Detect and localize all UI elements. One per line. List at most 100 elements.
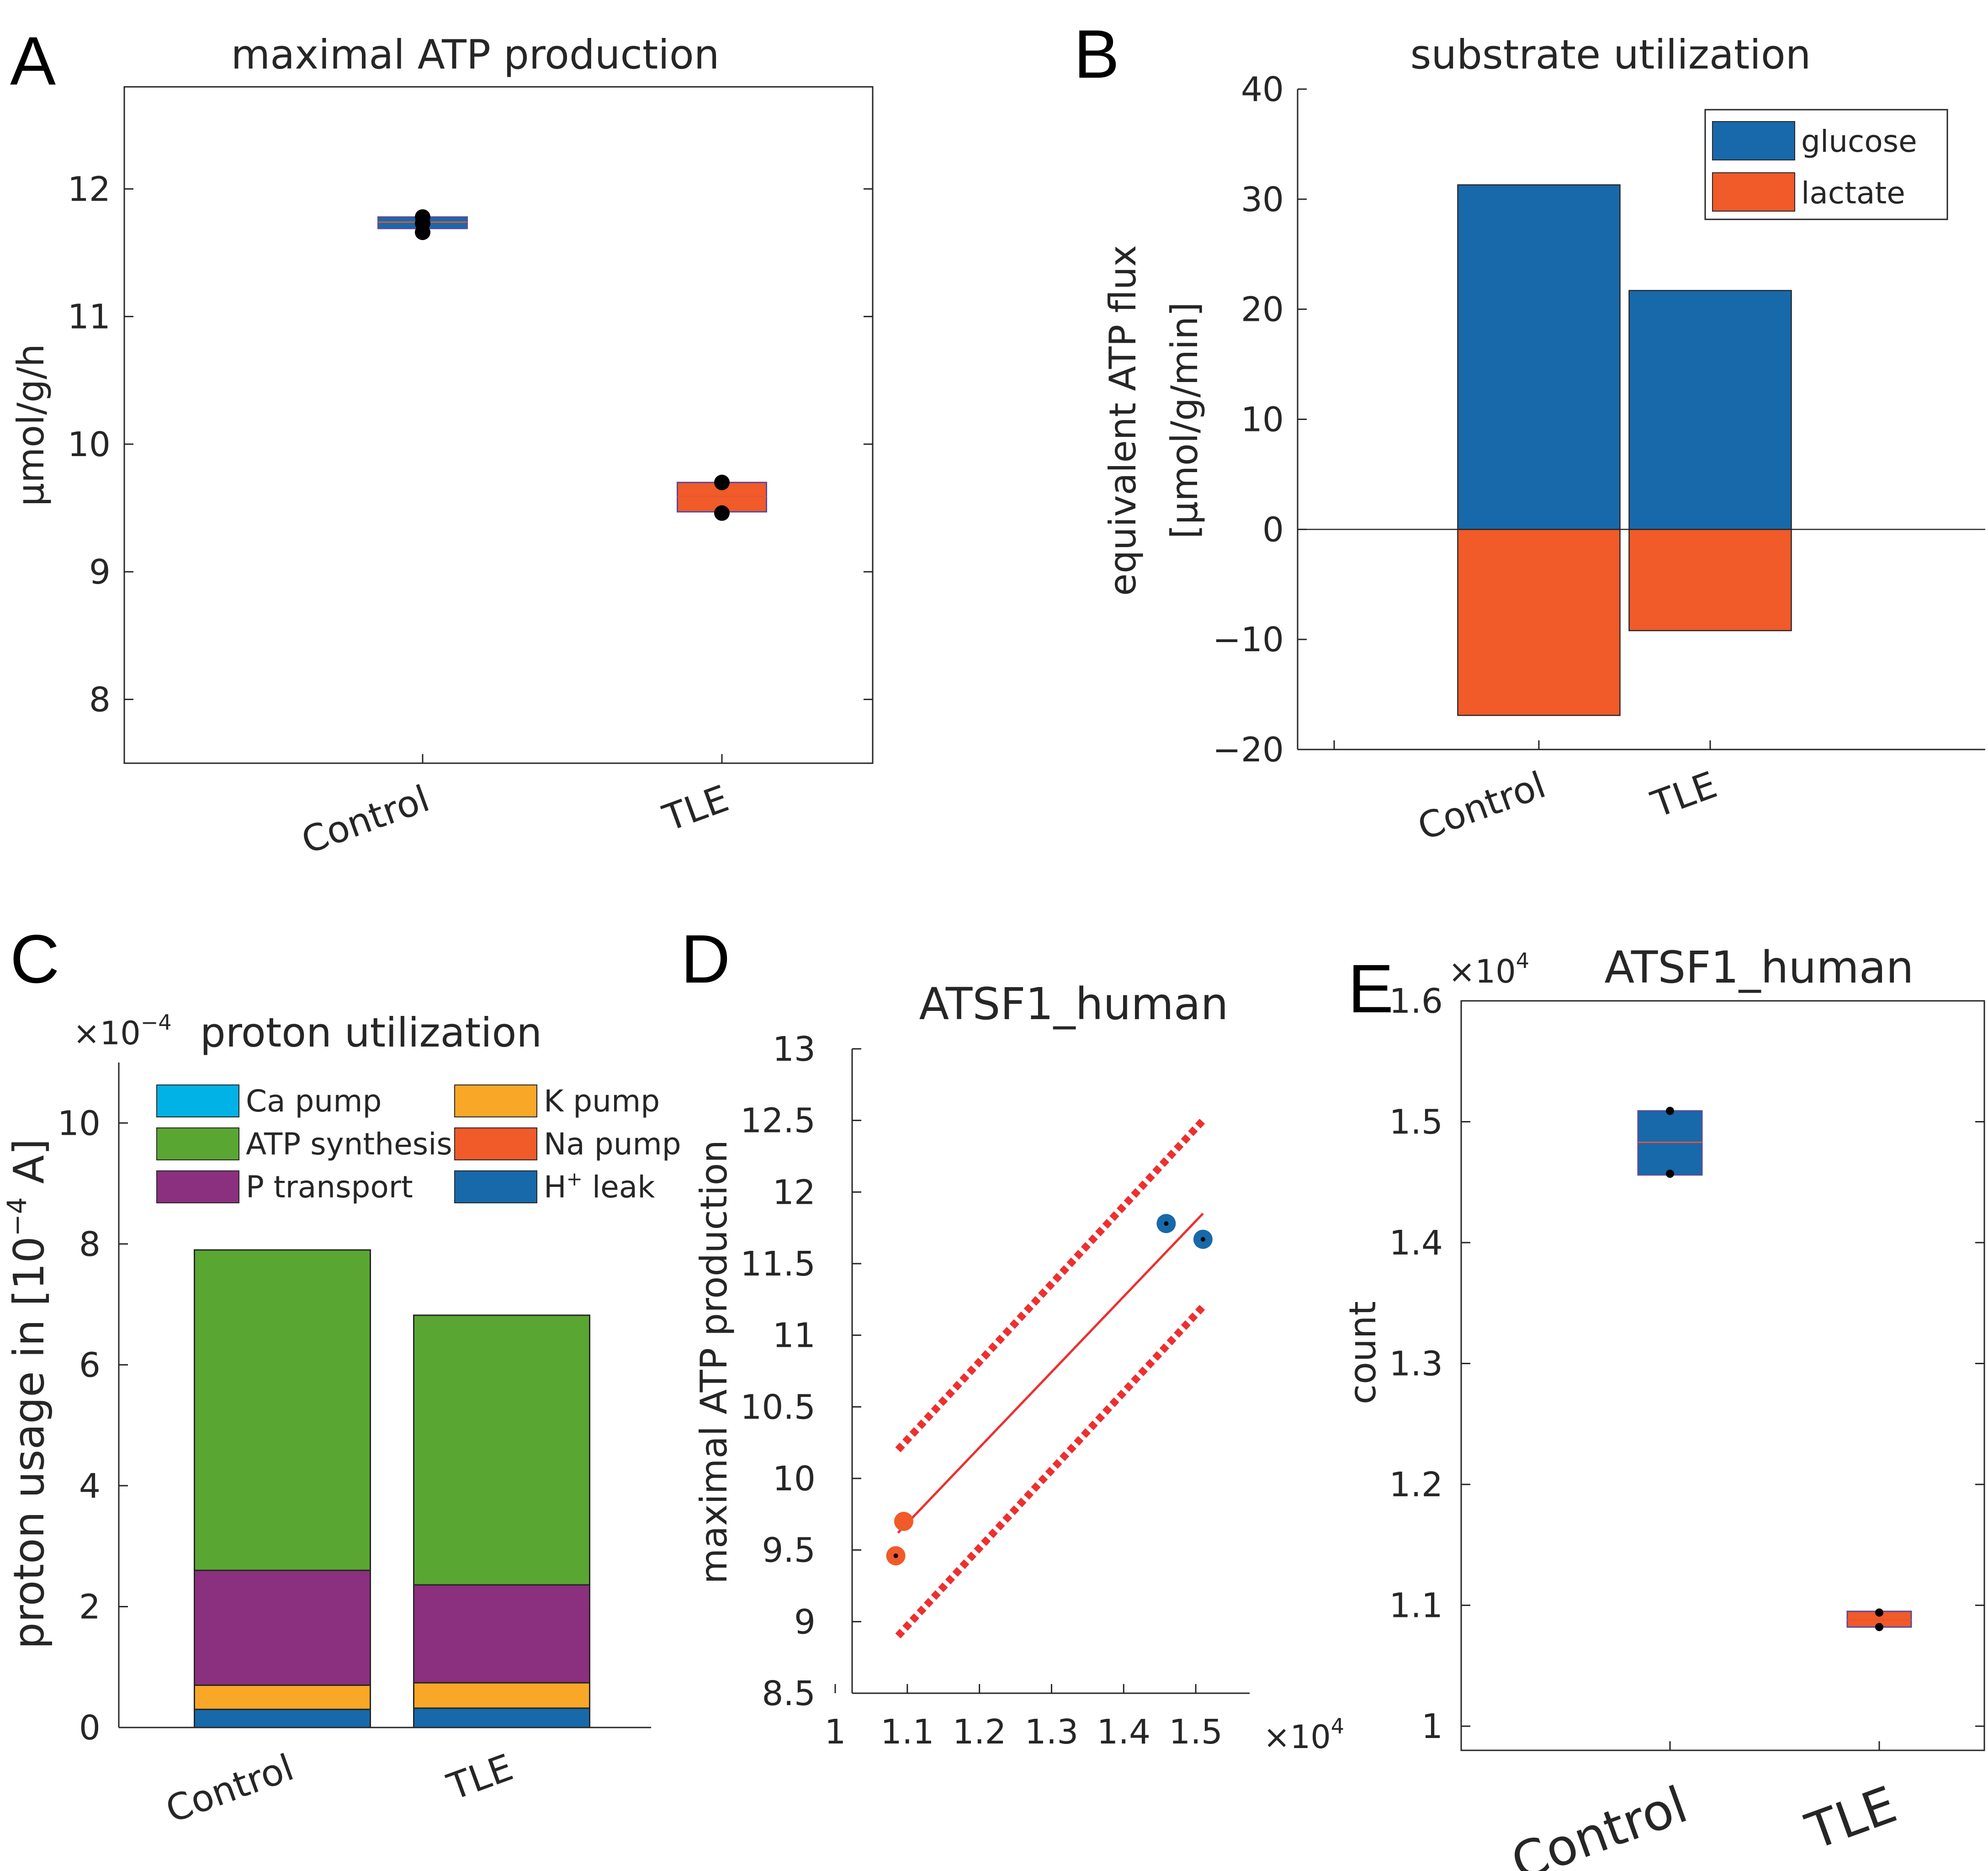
panel-d-title: ATSF1_human — [919, 978, 1229, 1030]
d-xtick-label: 1 — [824, 1712, 846, 1752]
b-ytick-label: −10 — [1213, 620, 1284, 659]
d-ci-upper — [895, 1118, 1206, 1452]
e-ytick-label: 1.5 — [1389, 1103, 1443, 1142]
panel-label-e: E — [1348, 950, 1394, 1027]
b-ytick-label: −20 — [1213, 730, 1284, 770]
d-point-center — [1200, 1237, 1205, 1242]
e-point — [1666, 1106, 1674, 1115]
d-xtick-label: 1.2 — [953, 1712, 1007, 1752]
b-ytick-label: 10 — [1241, 400, 1284, 440]
c-bar-segment-control — [194, 1249, 371, 1571]
c-bar-segment-control — [194, 1684, 371, 1710]
legend-label-lactate: lactate — [1801, 175, 1905, 211]
d-ytick-label: 10.5 — [740, 1387, 816, 1427]
c-ytick-label: 10 — [58, 1104, 101, 1143]
legend-label-ca-pump: Ca pump — [246, 1084, 382, 1119]
legend-label-h-leak: H+ leak — [544, 1168, 655, 1205]
panel-a-chart: maximal ATP production µmol/g/h 8 9 10 11 12… — [10, 31, 874, 862]
panel-label-c: C — [10, 920, 59, 997]
a-ytick-label: 9 — [89, 553, 111, 592]
c-bar-segment-tle — [413, 1584, 590, 1684]
d-xtick-label: 1.4 — [1097, 1712, 1150, 1752]
c-bar-segment-tle — [413, 1682, 590, 1709]
b-ytick-label: 40 — [1241, 70, 1284, 109]
panel-c-title: proton utilization — [200, 1009, 542, 1056]
panel-a-title: maximal ATP production — [231, 31, 720, 78]
panel-label-a: A — [10, 22, 56, 99]
d-fit-line — [897, 1212, 1204, 1534]
e-ytick-label: 1.6 — [1389, 982, 1443, 1021]
panel-d-chart: ATSF1_human maximal ATP production ×104 … — [693, 978, 1344, 1756]
panel-c-ylabel: proton usage in [10−4 A] — [1, 1139, 53, 1649]
panel-label-b: B — [1074, 16, 1119, 92]
e-ytick-label: 1 — [1421, 1707, 1443, 1746]
legend-swatch-atp-synthesis — [156, 1127, 239, 1160]
c-bar-segment-tle — [413, 1314, 590, 1586]
b-bar-lactate-control — [1457, 529, 1621, 716]
d-ytick-label: 9.5 — [762, 1531, 816, 1570]
legend-swatch-k-pump — [454, 1084, 537, 1117]
legend-swatch-na-pump — [454, 1127, 537, 1160]
panel-b-ylabel-line1: equivalent ATP flux — [1102, 245, 1144, 596]
b-bar-glucose-tle — [1628, 290, 1792, 530]
c-bar-segment-control — [194, 1708, 371, 1728]
c-bar-segment-control — [194, 1569, 371, 1686]
c-ytick-label: 0 — [79, 1708, 101, 1748]
e-point — [1875, 1623, 1883, 1632]
d-ytick-label: 12 — [773, 1173, 816, 1212]
legend-swatch-glucose — [1712, 121, 1795, 160]
d-ytick-label: 12.5 — [740, 1101, 816, 1141]
d-ci-lower — [895, 1304, 1206, 1639]
panel-e-axes — [1460, 1000, 1985, 1751]
c-xtick-label: TLE — [441, 1746, 518, 1808]
d-ytick-label: 11 — [773, 1316, 816, 1355]
d-xtick-label: 1.5 — [1169, 1712, 1223, 1752]
a-ytick-label: 12 — [68, 170, 111, 209]
legend-label-atp-synthesis: ATP synthesis — [246, 1127, 452, 1162]
panel-b-chart: substrate utilization equivalent ATP flu… — [1102, 31, 1985, 849]
panel-b-ylabel-line2: [µmol/g/min] — [1163, 302, 1206, 539]
d-point — [894, 1512, 913, 1531]
b-bar-glucose-control — [1457, 184, 1621, 530]
d-ytick-label: 10 — [773, 1459, 816, 1499]
c-ytick-label: 2 — [79, 1587, 101, 1626]
d-point-center — [893, 1553, 898, 1558]
panel-e-ylabel: count — [1341, 1301, 1384, 1404]
e-point — [1875, 1608, 1883, 1617]
d-ytick-label: 9 — [794, 1602, 816, 1642]
d-xtick-label: 1.3 — [1025, 1712, 1079, 1752]
legend-swatch-p-transport — [156, 1170, 239, 1203]
d-ytick-label: 8.5 — [762, 1674, 816, 1713]
c-bar-segment-tle — [413, 1707, 590, 1728]
legend-label-k-pump: K pump — [544, 1084, 660, 1119]
a-point — [714, 505, 730, 521]
panel-b-title: substrate utilization — [1410, 31, 1811, 78]
a-ytick-label: 8 — [89, 680, 111, 719]
d-ytick-label: 11.5 — [740, 1244, 816, 1284]
panel-e-y-exponent: ×104 — [1448, 948, 1529, 990]
c-ytick-label: 8 — [79, 1225, 101, 1264]
panel-label-d: D — [681, 920, 730, 997]
a-point — [415, 209, 430, 225]
c-ytick-label: 4 — [79, 1467, 101, 1506]
panel-a-ylabel: µmol/g/h — [10, 344, 52, 506]
b-xtick-label: TLE — [1645, 763, 1722, 826]
e-point — [1666, 1169, 1674, 1178]
d-ytick-label: 13 — [773, 1030, 816, 1069]
panel-c-chart: ×10−4 proton utilization proton usage in… — [1, 1009, 681, 1831]
legend-swatch-lactate — [1712, 172, 1795, 212]
b-ytick-label: 20 — [1241, 290, 1284, 330]
e-ytick-label: 1.4 — [1389, 1223, 1443, 1263]
panel-a-axes — [123, 86, 874, 764]
b-bar-lactate-tle — [1628, 529, 1792, 632]
panel-c-exponent: ×10−4 — [73, 1010, 172, 1052]
panel-e-chart: ×104 ATSF1_human count 1 1.1 1.2 1.3 1.4 1.5 1… — [1341, 942, 1985, 1871]
a-xtick-label: Control — [296, 777, 435, 862]
legend-swatch-h-leak — [454, 1170, 537, 1203]
a-xtick-label: TLE — [657, 777, 734, 840]
d-point-center — [1164, 1221, 1169, 1226]
b-ytick-label: 0 — [1262, 510, 1284, 549]
c-ytick-label: 6 — [79, 1345, 101, 1385]
legend-swatch-ca-pump — [156, 1084, 239, 1117]
